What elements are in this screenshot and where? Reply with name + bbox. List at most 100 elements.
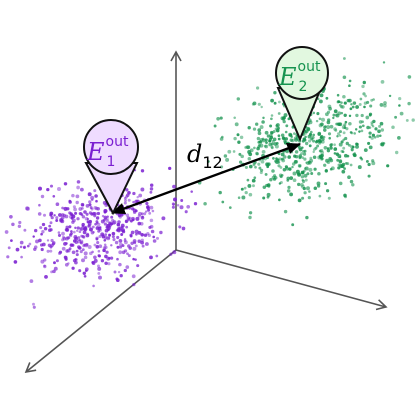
cluster-2-point xyxy=(317,132,321,136)
cluster-2-point xyxy=(323,164,326,167)
cluster-2-point xyxy=(308,190,311,193)
cluster-1-point xyxy=(32,303,35,306)
cluster-1-point xyxy=(8,246,11,249)
cluster-2-point xyxy=(361,130,364,133)
cluster-1-point xyxy=(125,219,129,223)
cluster-2-point xyxy=(278,199,281,202)
cluster-2-point xyxy=(245,191,248,194)
cluster-1-point xyxy=(132,192,135,195)
cluster-2-point xyxy=(347,175,351,179)
cluster-2-point xyxy=(343,123,346,126)
cluster-1-point xyxy=(116,236,119,239)
cluster-2-point xyxy=(350,131,353,134)
cluster-1-point xyxy=(57,187,61,191)
cluster-1-point xyxy=(10,239,13,242)
cluster-2-point xyxy=(248,126,251,129)
cluster-1-point xyxy=(78,239,81,242)
cluster-1-point xyxy=(142,245,145,248)
cluster-1-point xyxy=(76,230,78,232)
cluster-2-point xyxy=(288,133,292,137)
cluster-1-point xyxy=(14,260,18,264)
cluster-2-point xyxy=(328,197,331,200)
cluster-1-point xyxy=(133,239,137,243)
cluster-2-point xyxy=(267,185,270,188)
cluster-1-point xyxy=(125,226,128,229)
cluster-1-point xyxy=(81,203,85,207)
cluster-2-point xyxy=(285,124,288,127)
cluster-1-point xyxy=(150,206,154,210)
cluster-2-point xyxy=(227,150,231,154)
cluster-1-point xyxy=(186,205,190,209)
cluster-2-point xyxy=(351,148,354,151)
cluster-1-point xyxy=(86,213,89,216)
cluster-1-point xyxy=(114,271,117,274)
cluster-1-point xyxy=(172,206,175,209)
cluster-2-point xyxy=(265,141,268,144)
cluster-2-point xyxy=(262,150,266,154)
cluster-2-point xyxy=(323,128,326,131)
cluster-1-point xyxy=(84,251,88,255)
cluster-1-point xyxy=(49,250,52,253)
cluster-1-point xyxy=(98,276,102,280)
cluster-2-point xyxy=(257,137,260,140)
cluster-2-point xyxy=(301,146,303,148)
cluster-1-point xyxy=(20,241,24,245)
cluster-1-point xyxy=(101,259,104,262)
cluster-1-point xyxy=(169,253,172,256)
cluster-1-point xyxy=(77,245,81,249)
cluster-2-point xyxy=(369,104,372,107)
cluster-1-point xyxy=(93,189,96,192)
cluster-2-point xyxy=(364,148,368,152)
cluster-1-point xyxy=(151,230,155,234)
cluster-1-point xyxy=(96,216,99,219)
cluster-1-point xyxy=(74,227,76,229)
cluster-2-point xyxy=(323,136,325,138)
cluster-2-point xyxy=(257,128,261,132)
cluster-2-point xyxy=(344,114,347,117)
cluster-2-point xyxy=(264,145,267,148)
cluster-1-point xyxy=(126,214,129,217)
cluster-2-point xyxy=(334,109,338,113)
cluster-2-point xyxy=(350,164,353,167)
cluster-1-point xyxy=(138,231,142,235)
cluster-2-point xyxy=(274,102,277,105)
cluster-1-point xyxy=(130,220,133,223)
cluster-1-point xyxy=(63,237,66,240)
cluster-1-point xyxy=(71,244,74,247)
cluster-1-point xyxy=(96,245,100,249)
cluster-2-point xyxy=(341,105,345,109)
cluster-2-point xyxy=(220,117,223,120)
cluster-2-point xyxy=(368,175,371,178)
cluster-1-point xyxy=(77,180,81,184)
cluster-1-point xyxy=(95,220,98,223)
cluster-1-point xyxy=(138,194,142,198)
cluster-2-point xyxy=(341,112,344,115)
cluster-2-point xyxy=(271,114,274,117)
cluster-1-point xyxy=(46,188,49,191)
cluster-1-point xyxy=(128,199,131,202)
cluster-2-point xyxy=(349,115,351,117)
cluster-2-point xyxy=(359,120,363,124)
cluster-1-point xyxy=(102,215,104,217)
cluster-1-point xyxy=(136,264,139,267)
cluster-2-point xyxy=(316,120,318,122)
cluster-1-point xyxy=(145,242,149,246)
cluster-2-point xyxy=(345,127,348,130)
cluster-1-point xyxy=(88,192,92,196)
cluster-2-point xyxy=(345,121,348,124)
cluster-2-point xyxy=(366,160,369,163)
cluster-2-point xyxy=(341,164,345,168)
cluster-2-point xyxy=(408,75,412,79)
cluster-1-point xyxy=(141,216,145,220)
cluster-2-point xyxy=(248,216,251,219)
cluster-1-point xyxy=(73,205,76,208)
cluster-2-point xyxy=(252,103,255,106)
cluster-1-point xyxy=(38,204,41,207)
cluster-1-point xyxy=(64,182,67,185)
cluster-2-point xyxy=(261,120,265,124)
cluster-2-point xyxy=(233,150,236,153)
cluster-2-point xyxy=(288,167,291,170)
cluster-1-point xyxy=(119,239,123,243)
cluster-1-point xyxy=(34,229,37,232)
